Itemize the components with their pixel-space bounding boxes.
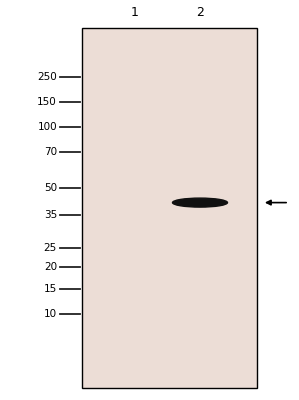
Text: 2: 2	[196, 6, 204, 20]
Text: 25: 25	[44, 242, 57, 253]
Text: 1: 1	[131, 6, 139, 20]
Text: 70: 70	[44, 147, 57, 157]
Text: 50: 50	[44, 183, 57, 193]
Text: 150: 150	[37, 97, 57, 107]
Text: 20: 20	[44, 262, 57, 272]
Bar	[82, 28, 257, 388]
Ellipse shape	[173, 198, 228, 207]
Text: 15: 15	[44, 284, 57, 294]
Text: 10: 10	[44, 309, 57, 319]
Text: 250: 250	[37, 72, 57, 82]
Text: 100: 100	[37, 122, 57, 132]
Text: 35: 35	[44, 210, 57, 220]
